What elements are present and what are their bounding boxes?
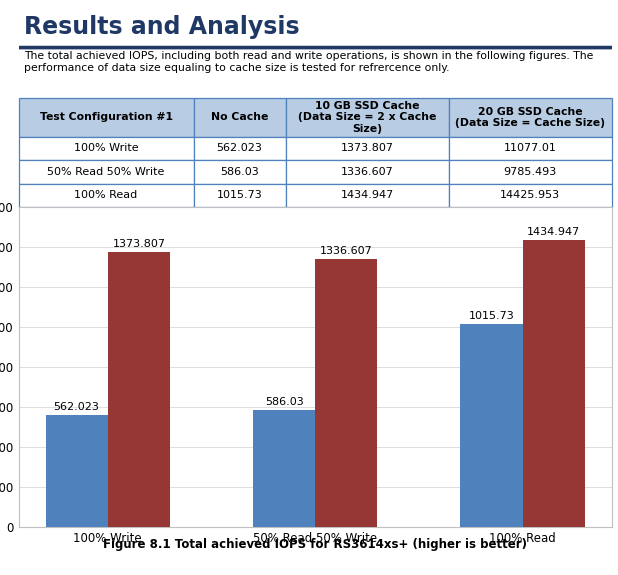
Text: 562.023: 562.023 <box>54 402 99 412</box>
Text: 586.03: 586.03 <box>265 397 303 407</box>
Text: 586.03: 586.03 <box>220 167 259 177</box>
FancyBboxPatch shape <box>19 137 193 160</box>
FancyBboxPatch shape <box>19 184 193 206</box>
Text: 9785.493: 9785.493 <box>504 167 557 177</box>
FancyBboxPatch shape <box>286 184 449 206</box>
Bar <box>46 415 108 527</box>
Text: 100% Read: 100% Read <box>74 190 138 200</box>
Text: 100% Write: 100% Write <box>74 143 138 154</box>
Bar <box>460 324 523 527</box>
Bar <box>253 410 315 527</box>
FancyBboxPatch shape <box>193 98 286 137</box>
FancyBboxPatch shape <box>449 98 612 137</box>
Text: 14425.953: 14425.953 <box>500 190 561 200</box>
FancyBboxPatch shape <box>449 160 612 184</box>
Text: 1336.607: 1336.607 <box>341 167 394 177</box>
FancyBboxPatch shape <box>193 160 286 184</box>
Text: No Cache: No Cache <box>211 113 268 122</box>
FancyBboxPatch shape <box>193 137 286 160</box>
Text: 1015.73: 1015.73 <box>217 190 263 200</box>
Text: Results and Analysis: Results and Analysis <box>25 15 300 39</box>
Text: 11077.01: 11077.01 <box>504 143 557 154</box>
FancyBboxPatch shape <box>193 184 286 206</box>
Bar <box>108 252 170 527</box>
FancyBboxPatch shape <box>286 98 449 137</box>
FancyBboxPatch shape <box>19 160 193 184</box>
Text: 562.023: 562.023 <box>216 143 263 154</box>
Text: 1015.73: 1015.73 <box>468 310 514 321</box>
FancyBboxPatch shape <box>449 184 612 206</box>
Text: Test Configuration #1: Test Configuration #1 <box>40 113 172 122</box>
FancyBboxPatch shape <box>286 137 449 160</box>
FancyBboxPatch shape <box>19 98 193 137</box>
Text: 1434.947: 1434.947 <box>527 227 580 237</box>
Text: 20 GB SSD Cache
(Data Size = Cache Size): 20 GB SSD Cache (Data Size = Cache Size) <box>455 106 605 128</box>
Bar <box>315 259 378 527</box>
Text: 1373.807: 1373.807 <box>341 143 394 154</box>
Text: 1336.607: 1336.607 <box>320 247 373 256</box>
Text: 1434.947: 1434.947 <box>341 190 394 200</box>
Text: 50% Read 50% Write: 50% Read 50% Write <box>48 167 165 177</box>
Text: 1373.807: 1373.807 <box>112 239 166 249</box>
FancyBboxPatch shape <box>286 160 449 184</box>
Text: Figure 8.1 Total achieved IOPS for RS3614xs+ (higher is better): Figure 8.1 Total achieved IOPS for RS361… <box>103 538 527 551</box>
Text: 10 GB SSD Cache
(Data Size = 2 x Cache
Size): 10 GB SSD Cache (Data Size = 2 x Cache S… <box>298 101 436 134</box>
Bar <box>523 240 585 527</box>
FancyBboxPatch shape <box>449 137 612 160</box>
Text: The total achieved IOPS, including both read and write operations, is shown in t: The total achieved IOPS, including both … <box>25 51 594 73</box>
